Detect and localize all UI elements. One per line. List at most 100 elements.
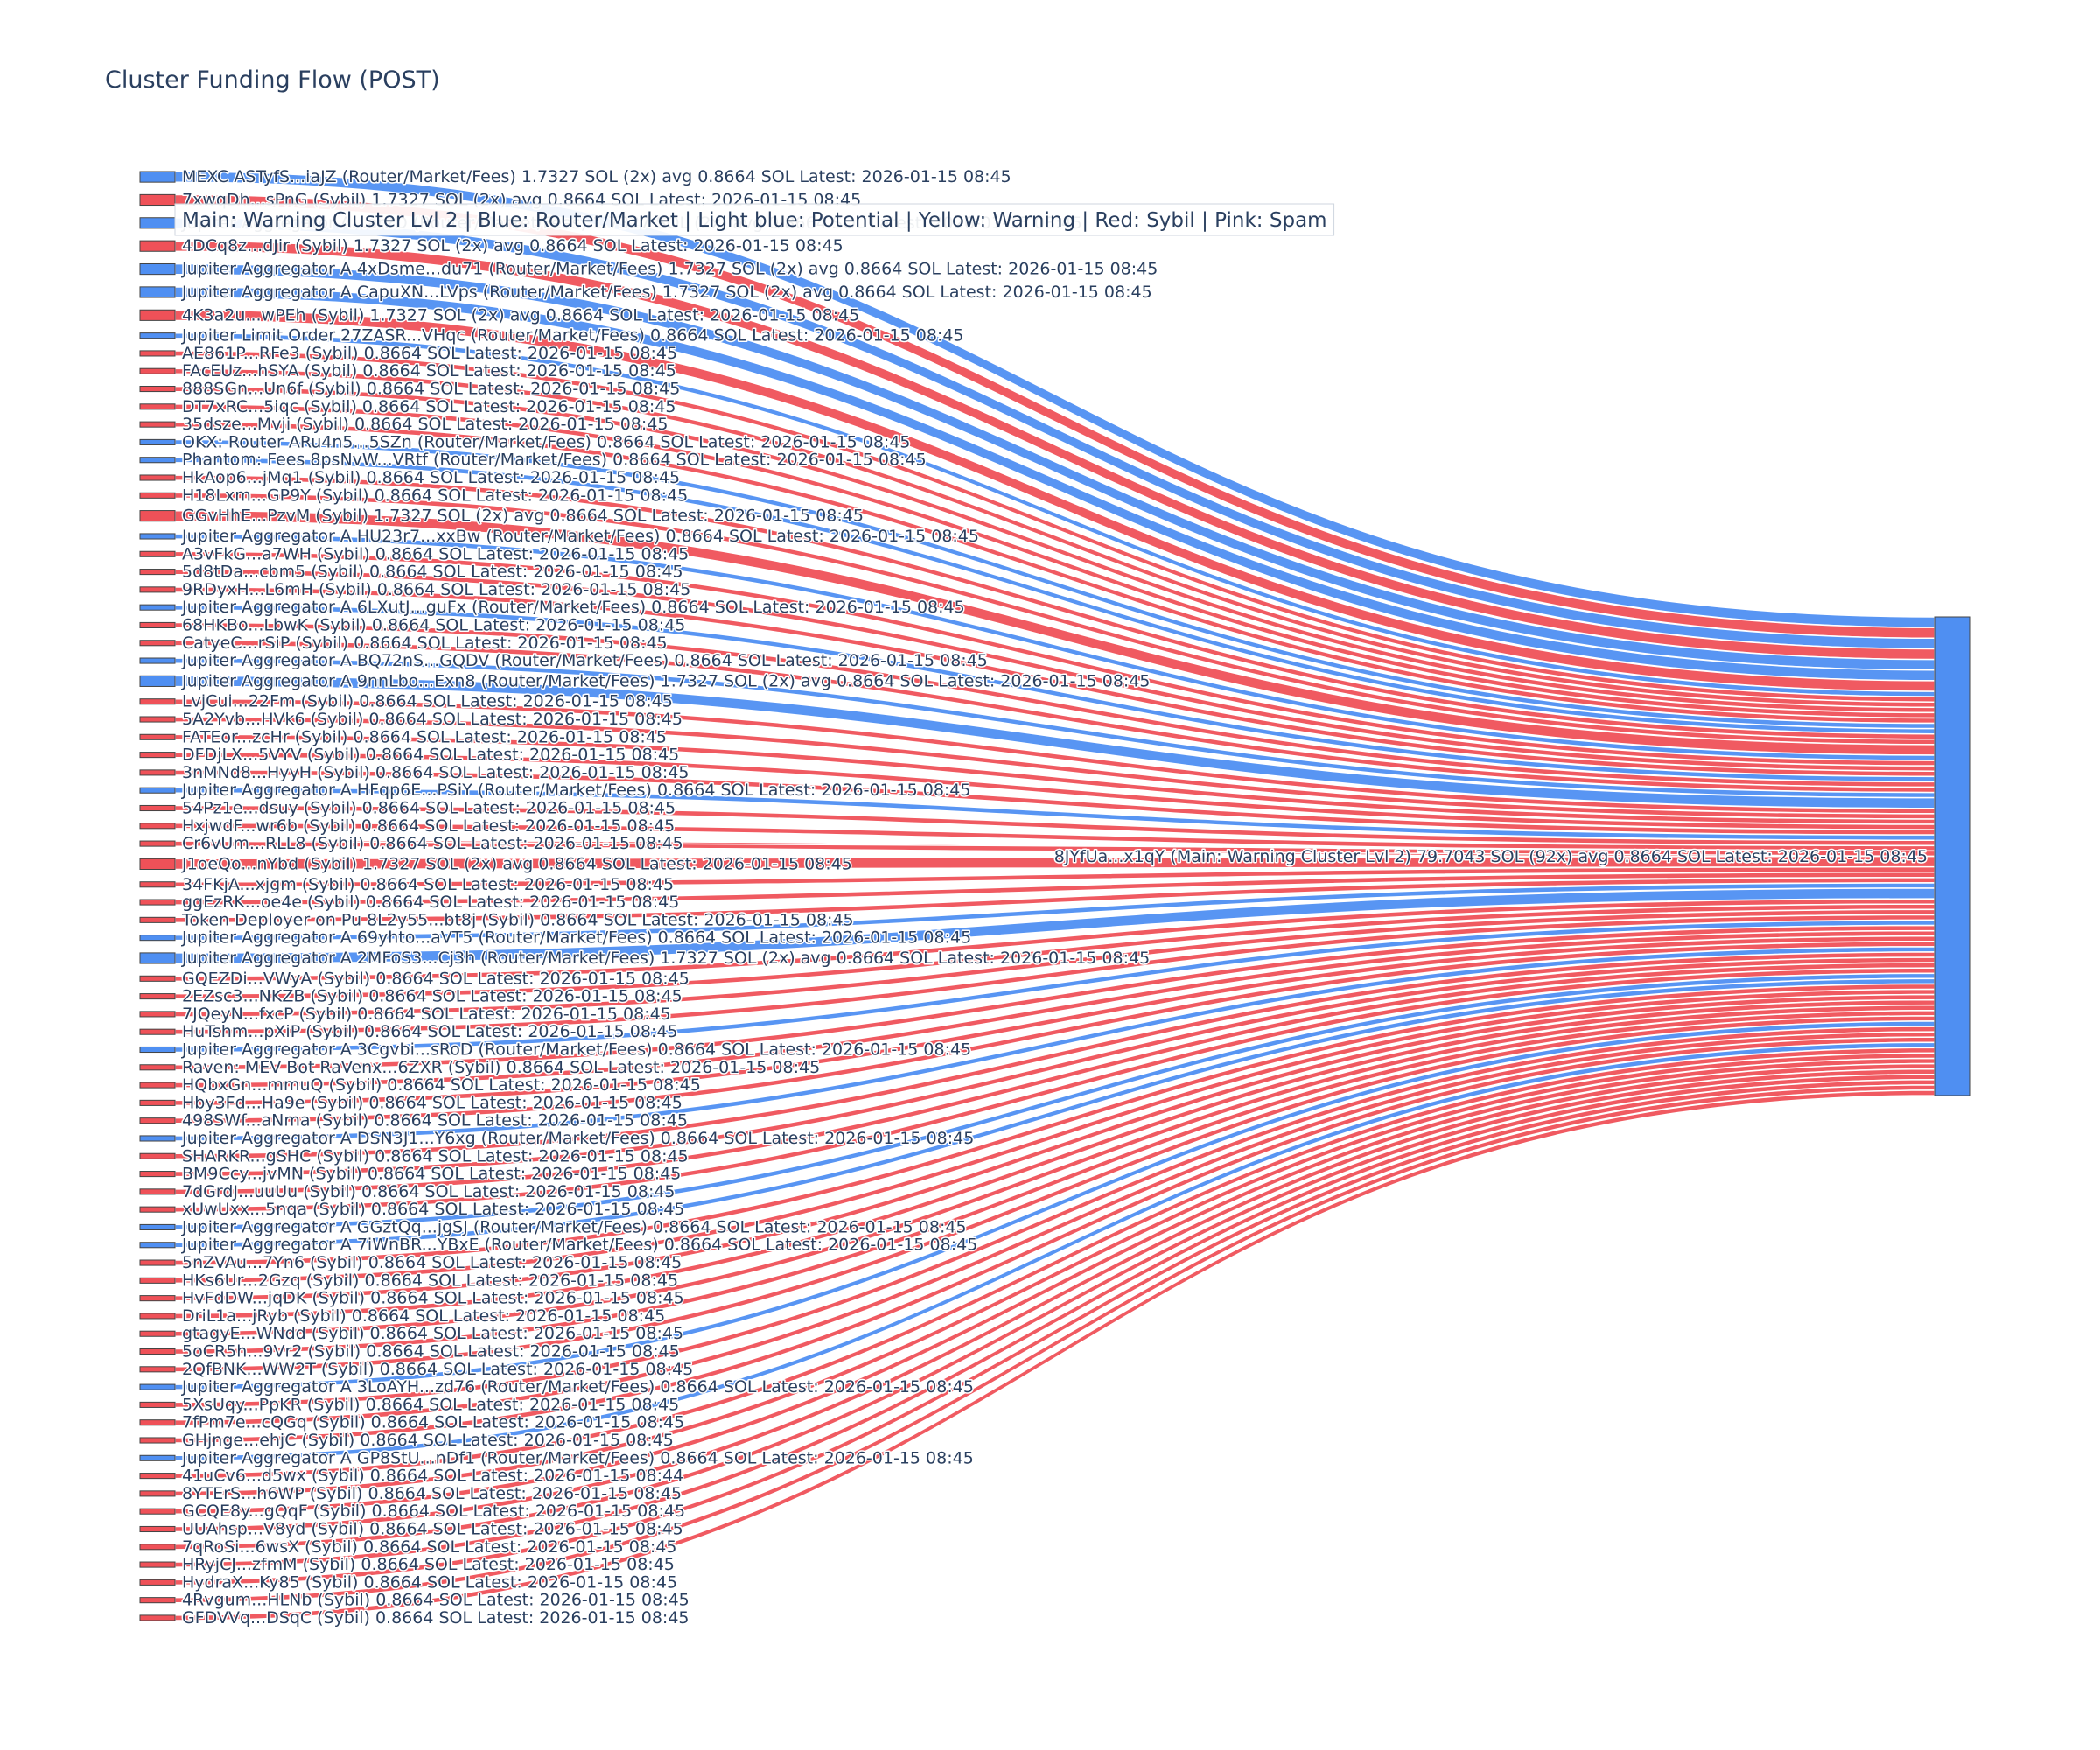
source-node[interactable] (139, 1117, 176, 1124)
source-node[interactable] (139, 1295, 176, 1302)
source-node[interactable] (139, 1348, 176, 1355)
source-node[interactable] (139, 403, 176, 410)
source-node[interactable] (139, 217, 176, 229)
source-node[interactable] (139, 492, 176, 499)
source-node[interactable] (139, 1544, 176, 1550)
source-node[interactable] (139, 1152, 176, 1159)
source-node[interactable] (139, 993, 176, 1000)
source-node[interactable] (139, 510, 176, 522)
source-node[interactable] (139, 1578, 176, 1586)
source-node[interactable] (139, 1508, 176, 1515)
source-node[interactable] (139, 457, 176, 464)
source-node[interactable] (139, 350, 176, 357)
source-node[interactable] (139, 1490, 176, 1497)
source-node[interactable] (139, 1561, 176, 1568)
source-node[interactable] (139, 975, 176, 982)
source-node[interactable] (139, 1312, 176, 1320)
source-node[interactable] (139, 286, 176, 298)
source-node[interactable] (139, 385, 176, 393)
source-node[interactable] (139, 752, 176, 759)
source-node[interactable] (139, 421, 176, 428)
source-node[interactable] (139, 1135, 176, 1142)
source-node[interactable] (139, 533, 176, 540)
source-node-label: 2EZsc3...NKZB (Sybil) 0.8664 SOL Latest:… (182, 987, 682, 1006)
source-node-label: LvjCui...22Fm (Sybil) 0.8664 SOL Latest:… (182, 692, 673, 711)
source-node-label: Token Deployer on Pu 8L2y55...bt8j (Sybi… (181, 910, 854, 929)
source-node[interactable] (139, 1277, 176, 1284)
source-node-label: J1oeQo...nYbd (Sybil) 1.7327 SOL (2x) av… (181, 854, 852, 873)
source-node[interactable] (139, 934, 176, 942)
source-node[interactable] (139, 1223, 176, 1230)
source-node[interactable] (139, 1597, 176, 1604)
source-node[interactable] (139, 569, 176, 576)
source-node[interactable] (139, 262, 176, 276)
source-node[interactable] (139, 240, 176, 252)
source-node[interactable] (139, 1064, 176, 1071)
source-node[interactable] (139, 769, 176, 776)
source-node[interactable] (139, 1401, 176, 1408)
source-node[interactable] (139, 1188, 176, 1195)
source-node[interactable] (139, 858, 176, 870)
source-node[interactable] (139, 698, 176, 705)
legend-background (174, 203, 1335, 236)
chart-title: Cluster Funding Flow (POST) (105, 66, 440, 94)
source-node[interactable] (139, 899, 176, 906)
source-node-label: HkAop6...jMq1 (Sybil) 0.8664 SOL Latest:… (182, 468, 680, 487)
source-node[interactable] (139, 1242, 176, 1249)
source-node[interactable] (139, 193, 176, 206)
source-node-label: 5oCR5h...9Vr2 (Sybil) 0.8664 SOL Latest:… (182, 1342, 680, 1362)
source-node[interactable] (139, 840, 176, 847)
source-node-label: Raven: MEV Bot RaVenx...6ZXR (Sybil) 0.8… (182, 1058, 820, 1077)
target-node-label: 8JYfUa...x1qY (Main: Warning Cluster Lvl… (1054, 847, 1928, 866)
source-node[interactable] (139, 438, 176, 445)
source-node[interactable] (139, 586, 176, 593)
source-node[interactable] (139, 474, 176, 481)
source-node[interactable] (139, 640, 176, 647)
source-node[interactable] (139, 1259, 176, 1266)
source-node[interactable] (139, 952, 176, 964)
source-node[interactable] (139, 171, 176, 183)
source-node[interactable] (139, 1383, 176, 1390)
source-node[interactable] (139, 1171, 176, 1178)
target-node[interactable] (1934, 616, 1970, 1096)
source-node[interactable] (139, 881, 176, 888)
source-node-label: 5A2Yvb...HVk6 (Sybil) 0.8664 SOL Latest:… (182, 710, 682, 729)
source-node[interactable] (139, 804, 176, 812)
source-node[interactable] (139, 1330, 176, 1337)
source-node[interactable] (139, 916, 176, 923)
source-node-label: 4K3a2u...wPEh (Sybil) 1.7327 SOL (2x) av… (182, 305, 859, 325)
source-node[interactable] (139, 1082, 176, 1088)
source-node[interactable] (139, 1011, 176, 1018)
source-labels: MEXC ASTyfS...iaJZ (Router/Market/Fees) … (180, 166, 1159, 1629)
source-node[interactable] (139, 1473, 176, 1480)
source-node[interactable] (139, 368, 176, 374)
source-node[interactable] (139, 657, 176, 664)
source-node-label: Jupiter Aggregator A 9nnLbo...Exn8 (Rout… (181, 671, 1150, 690)
source-node[interactable] (139, 550, 176, 557)
source-node[interactable] (139, 1028, 176, 1035)
source-node[interactable] (139, 1454, 176, 1461)
source-node[interactable] (139, 675, 176, 687)
source-node[interactable] (139, 1525, 176, 1533)
source-node[interactable] (139, 332, 176, 340)
source-node[interactable] (139, 733, 176, 740)
source-node-label: HRyjCJ...zfmM (Sybil) 0.8664 SOL Latest:… (182, 1555, 675, 1574)
source-node[interactable] (139, 604, 176, 611)
source-node-label: Jupiter Aggregator A GP8StU...nDf1 (Rout… (181, 1448, 974, 1467)
source-node[interactable] (139, 822, 176, 830)
source-node-label: FAcEUz...hSYA (Sybil) 0.8664 SOL Latest:… (182, 361, 676, 381)
source-node[interactable] (139, 1206, 176, 1213)
source-node-label: Jupiter Aggregator A GGztQq...jgSJ (Rout… (181, 1217, 967, 1236)
source-node[interactable] (139, 1614, 176, 1621)
legend-text: Main: Warning Cluster Lvl 2 | Blue: Rout… (182, 209, 1327, 232)
source-node[interactable] (139, 1099, 176, 1106)
source-node[interactable] (139, 1046, 176, 1054)
source-node[interactable] (139, 1437, 176, 1444)
source-node[interactable] (139, 309, 176, 321)
source-node[interactable] (139, 1366, 176, 1373)
source-node[interactable] (139, 787, 176, 794)
source-node[interactable] (139, 1419, 176, 1426)
source-node[interactable] (139, 621, 176, 628)
source-node[interactable] (139, 716, 176, 723)
